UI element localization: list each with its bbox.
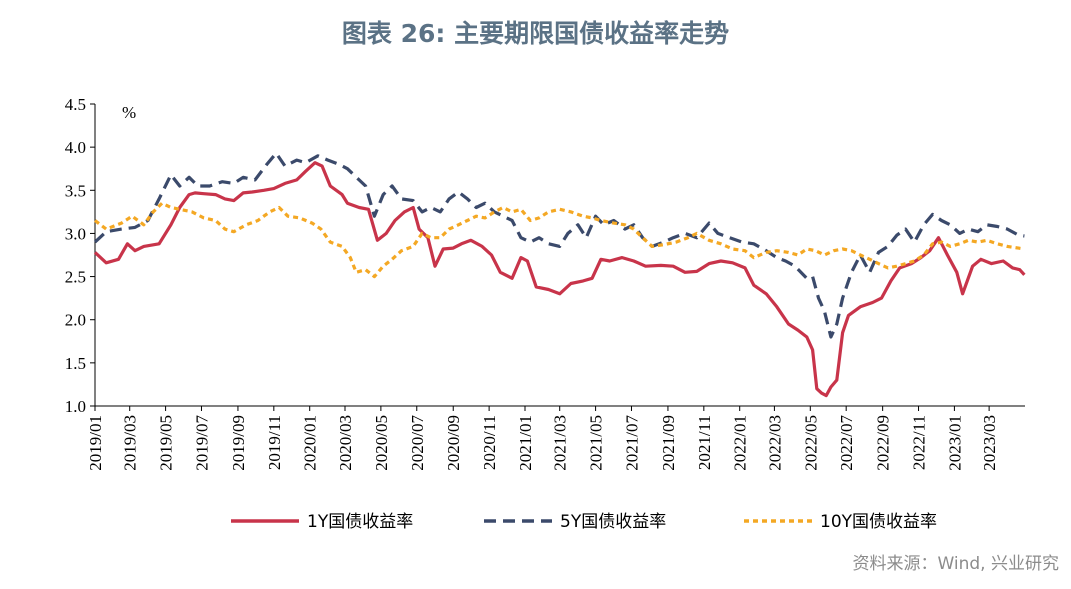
x-tick-label: 2023/01 (945, 415, 964, 471)
x-tick-label: 2019/11 (265, 415, 284, 470)
x-tick-label: 2022/09 (874, 415, 893, 471)
x-tick-label: 2020/07 (408, 415, 427, 471)
x-tick-label: 2019/01 (86, 415, 105, 471)
y-tick-label: 2.0 (65, 311, 86, 330)
legend-label-3: 10Y国债收益率 (820, 512, 937, 532)
y-tick-label: 3.0 (65, 224, 86, 243)
series-line-2 (93, 151, 1025, 339)
x-tick-label: 2021/05 (587, 415, 606, 471)
y-tick-label: 1.5 (65, 354, 86, 373)
x-tick-label: 2021/07 (622, 415, 641, 471)
x-tick-label: 2020/11 (480, 415, 499, 470)
x-tick-label: 2019/05 (157, 415, 176, 471)
x-tick-label: 2022/11 (910, 415, 929, 470)
x-tick-label: 2021/01 (516, 415, 535, 471)
x-tick-label: 2022/01 (731, 415, 750, 471)
x-tick-label: 2020/03 (336, 415, 355, 471)
y-tick-label: 1.0 (65, 397, 86, 416)
x-tick-label: 2022/05 (801, 415, 820, 471)
y-tick-label: 3.5 (65, 181, 86, 200)
x-tick-label: 2022/07 (837, 415, 856, 471)
x-tick-label: 2019/03 (121, 415, 140, 471)
x-tick-label: 2020/09 (444, 415, 463, 471)
series-line-1 (93, 161, 1026, 398)
x-tick-label: 2023/03 (980, 415, 999, 471)
chart-legend: 1Y国债收益率 5Y国债收益率 10Y国债收益率 (231, 512, 937, 532)
x-tick-label: 2020/05 (372, 415, 391, 471)
legend-label-2: 5Y国债收益率 (560, 512, 666, 532)
x-tick-label: 2021/11 (695, 415, 714, 470)
x-tick-label: 2019/07 (192, 415, 211, 471)
y-axis-unit-label: % (122, 103, 136, 122)
chart-axes: 1.0 1.5 2.0 2.5 3.0 3.5 4.0 4.5 2019/01 2019/03 20… (65, 95, 1025, 471)
series-line-3 (94, 201, 1025, 279)
y-tick-label: 2.5 (65, 268, 86, 287)
source-note: 资料来源：Wind, 兴业研究 (852, 554, 1059, 574)
x-tick-label: 2020/01 (301, 415, 320, 471)
x-tick-label: 2021/09 (659, 415, 678, 471)
chart-series (93, 151, 1026, 398)
legend-label-1: 1Y国债收益率 (307, 512, 413, 532)
x-tick-label: 2022/03 (765, 415, 784, 471)
y-tick-label: 4.0 (65, 138, 86, 157)
x-tick-label: 2021/03 (551, 415, 570, 471)
y-tick-label: 4.5 (65, 95, 86, 114)
chart-title: 图表 26: 主要期限国债收益率走势 (341, 19, 730, 48)
x-tick-label: 2019/09 (229, 415, 248, 471)
